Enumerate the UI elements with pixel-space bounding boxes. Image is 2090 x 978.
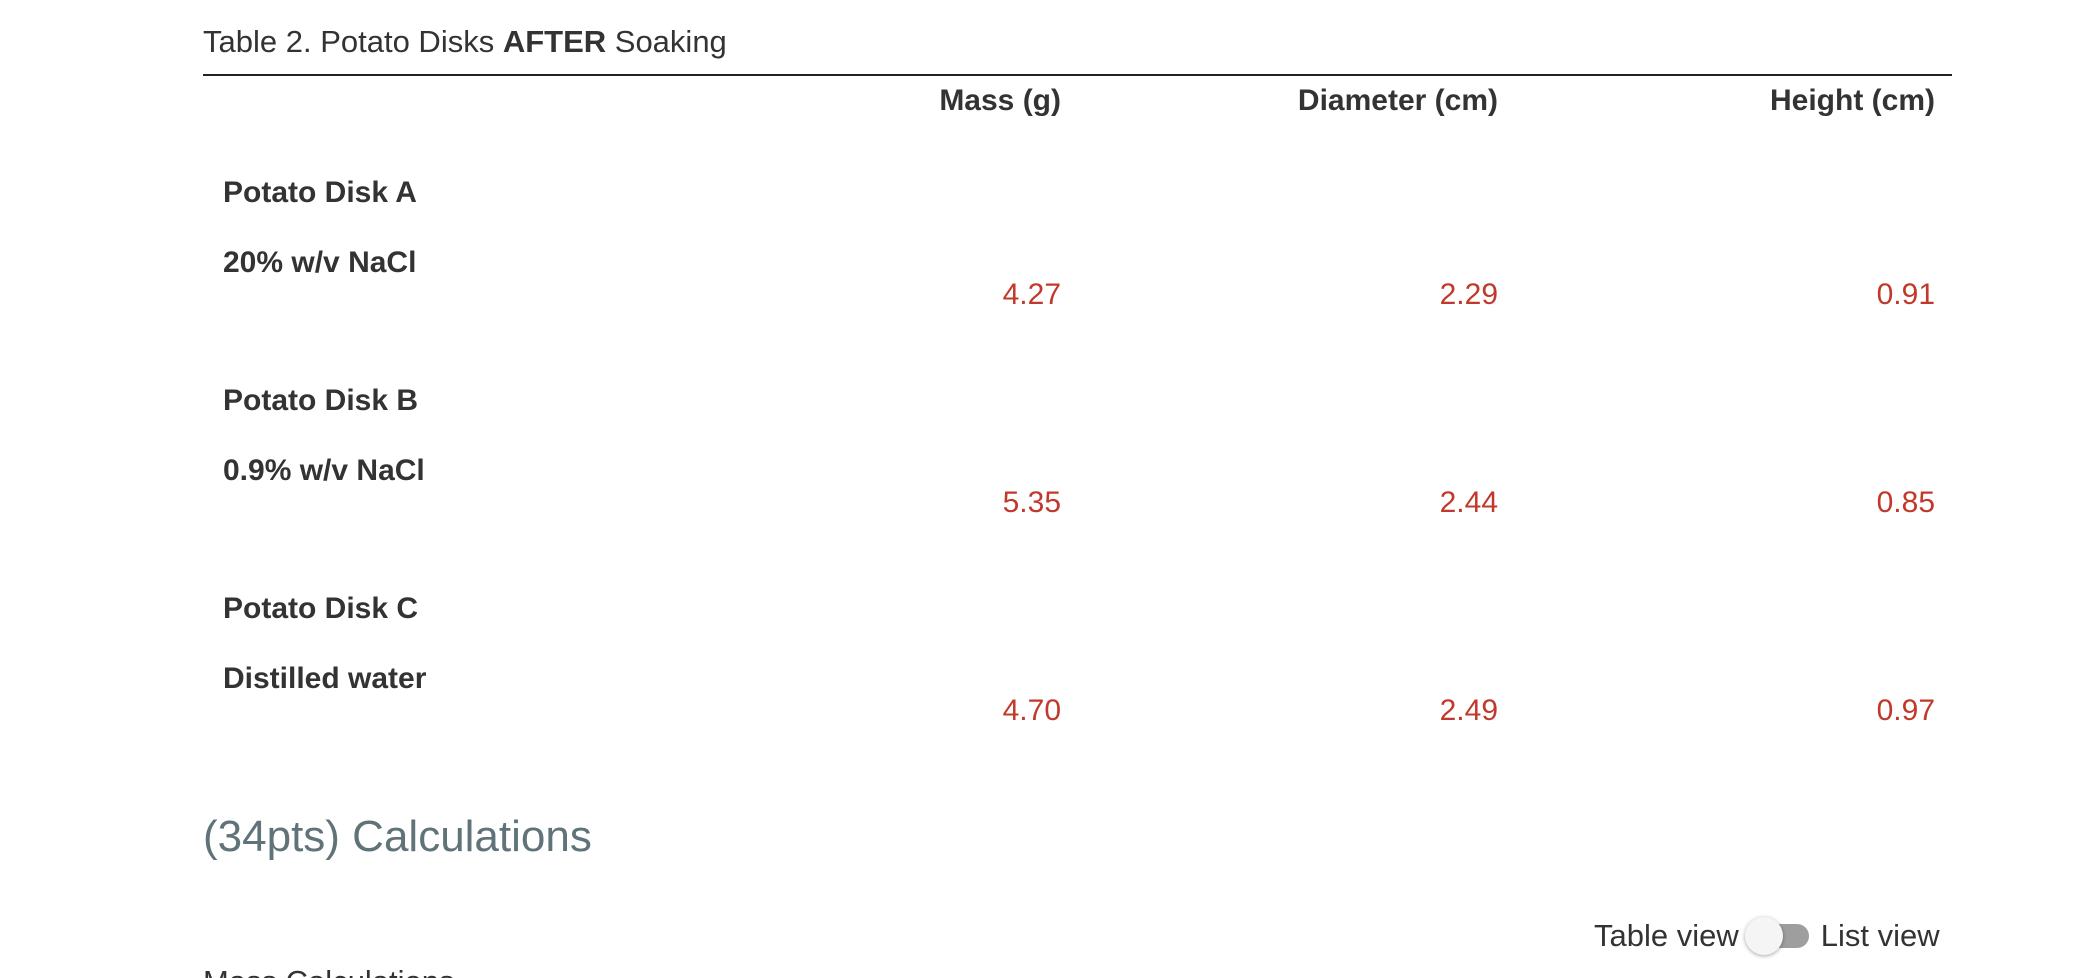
row-label-name: Potato Disk C bbox=[223, 592, 419, 625]
row-label-condition: 20% w/v NaCl bbox=[223, 246, 417, 279]
table-top-rule bbox=[203, 74, 1952, 76]
column-header-height: Height (cm) bbox=[1770, 84, 1935, 117]
view-toggle: Table view List view bbox=[1594, 916, 1940, 956]
column-header-diameter: Diameter (cm) bbox=[1297, 84, 1498, 117]
row-label-name: Potato Disk A bbox=[223, 176, 417, 209]
table-caption: Table 2. Potato Disks AFTER Soaking bbox=[203, 24, 727, 60]
cell-mass: 4.27 bbox=[1002, 278, 1061, 311]
cell-mass: 5.35 bbox=[1002, 486, 1061, 519]
cell-diameter: 2.49 bbox=[1439, 694, 1498, 727]
caption-suffix: Soaking bbox=[606, 24, 727, 59]
mass-calculations-heading: Mass Calculations bbox=[203, 964, 455, 978]
cell-diameter: 2.29 bbox=[1439, 278, 1498, 311]
list-view-label[interactable]: List view bbox=[1820, 918, 1940, 953]
cell-height: 0.85 bbox=[1876, 486, 1935, 519]
row-label-name: Potato Disk B bbox=[223, 384, 419, 417]
caption-prefix: Table 2. Potato Disks bbox=[203, 24, 503, 59]
row-label-condition: 0.9% w/v NaCl bbox=[223, 454, 425, 487]
table-view-label[interactable]: Table view bbox=[1594, 918, 1739, 953]
switch-knob[interactable] bbox=[1744, 917, 1783, 955]
calculations-section-heading: (34pts) Calculations bbox=[203, 812, 592, 861]
cell-height: 0.97 bbox=[1876, 694, 1935, 727]
row-label-condition: Distilled water bbox=[223, 662, 427, 695]
column-header-mass: Mass (g) bbox=[939, 84, 1061, 117]
caption-emphasis: AFTER bbox=[502, 24, 607, 59]
view-toggle-switch[interactable] bbox=[1744, 916, 1815, 956]
cell-mass: 4.70 bbox=[1002, 694, 1061, 727]
cell-diameter: 2.44 bbox=[1439, 486, 1498, 519]
cell-height: 0.91 bbox=[1876, 278, 1935, 311]
